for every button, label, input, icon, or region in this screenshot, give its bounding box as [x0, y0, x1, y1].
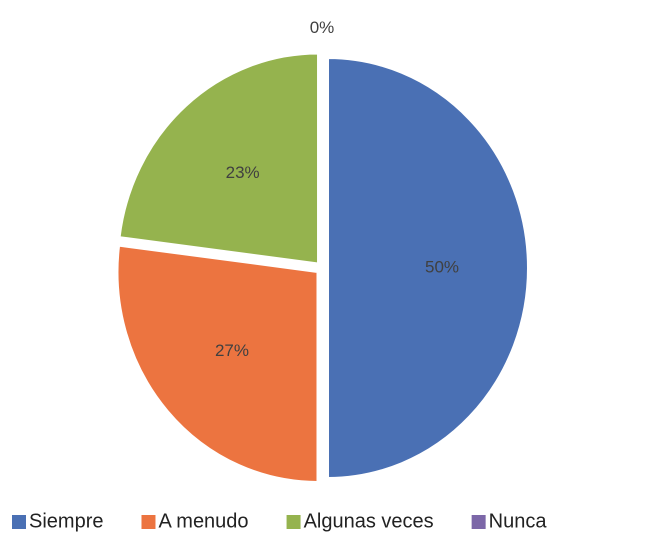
- legend-label: Algunas veces: [304, 510, 434, 532]
- slice-label: 23%: [226, 163, 260, 182]
- slice-label: 50%: [425, 257, 459, 276]
- pie-slice: [118, 52, 320, 265]
- slice-label: 27%: [215, 341, 249, 360]
- pie-slice: [116, 244, 319, 483]
- legend-swatch: [471, 515, 486, 529]
- legend-label: Nunca: [489, 510, 548, 532]
- legend-swatch: [286, 515, 301, 529]
- legend-swatch: [141, 515, 156, 529]
- legend-label: Siempre: [29, 510, 103, 532]
- slice-label: 0%: [310, 18, 335, 37]
- legend-swatch: [12, 515, 26, 529]
- pie-slice: [327, 56, 529, 480]
- legend-label: A menudo: [158, 510, 248, 532]
